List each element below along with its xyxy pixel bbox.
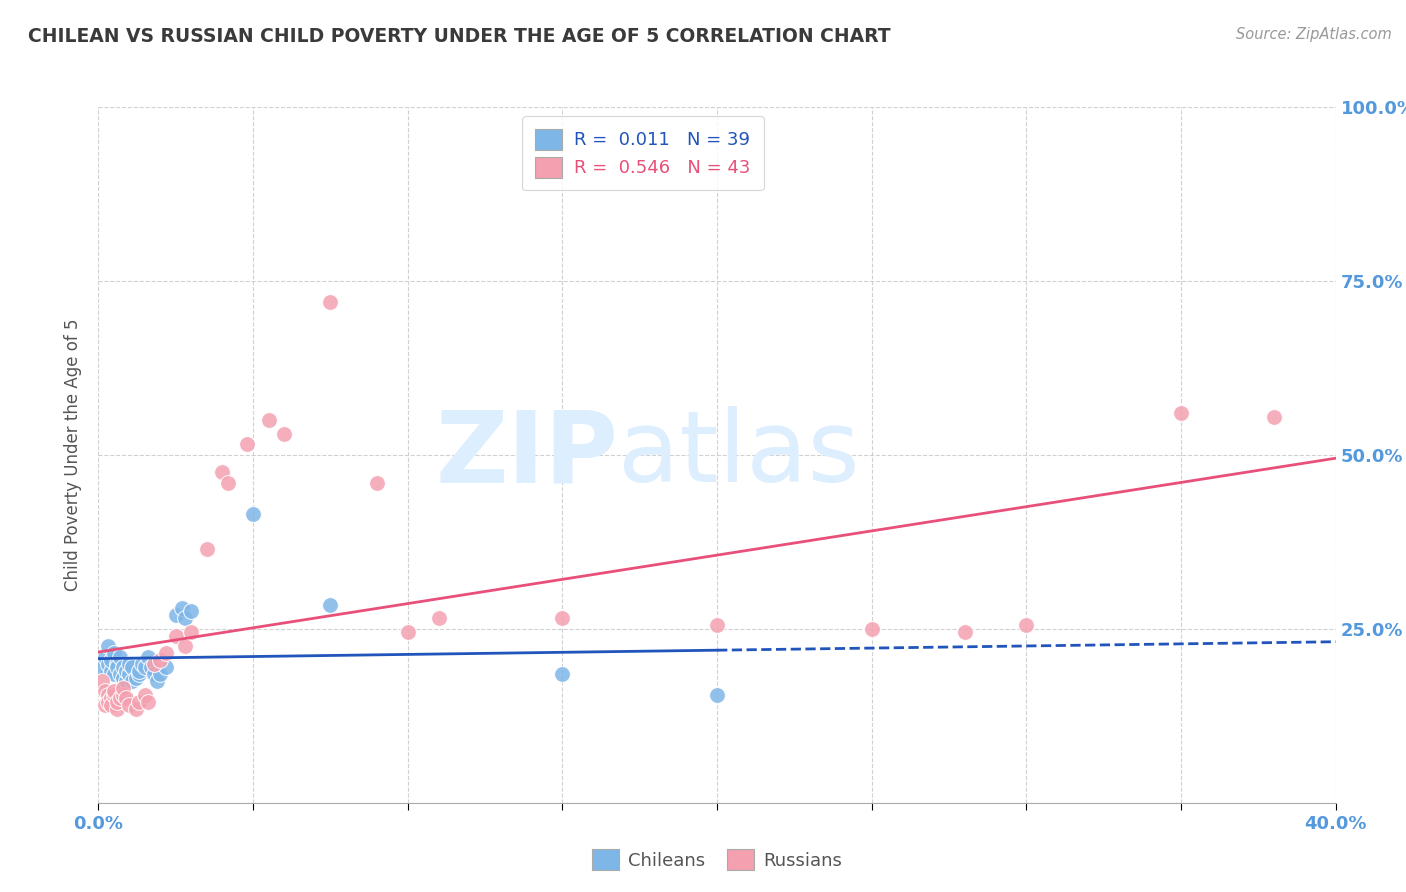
Point bbox=[134, 688, 156, 702]
Point bbox=[149, 653, 172, 667]
Point bbox=[366, 475, 388, 490]
Point bbox=[97, 657, 120, 671]
Point bbox=[242, 507, 264, 521]
Point bbox=[128, 664, 150, 678]
Point bbox=[174, 639, 197, 653]
Point bbox=[121, 674, 143, 689]
Point bbox=[108, 667, 131, 681]
Point bbox=[105, 660, 128, 674]
Point bbox=[180, 605, 202, 619]
Point bbox=[100, 698, 122, 713]
Point bbox=[115, 691, 138, 706]
Point bbox=[155, 646, 177, 660]
Point bbox=[551, 667, 574, 681]
Point bbox=[124, 702, 146, 716]
Point bbox=[112, 688, 135, 702]
Text: CHILEAN VS RUSSIAN CHILD POVERTY UNDER THE AGE OF 5 CORRELATION CHART: CHILEAN VS RUSSIAN CHILD POVERTY UNDER T… bbox=[28, 27, 891, 45]
Point bbox=[112, 660, 135, 674]
Point bbox=[211, 466, 233, 480]
Point bbox=[1170, 406, 1192, 420]
Point bbox=[128, 667, 150, 681]
Point bbox=[97, 695, 120, 709]
Point bbox=[105, 695, 128, 709]
Point bbox=[121, 660, 143, 674]
Point bbox=[319, 598, 342, 612]
Point bbox=[112, 671, 135, 685]
Point bbox=[143, 667, 166, 681]
Point bbox=[319, 294, 342, 309]
Legend: Chileans, Russians: Chileans, Russians bbox=[585, 842, 849, 877]
Point bbox=[139, 660, 162, 674]
Point bbox=[100, 691, 122, 706]
Point bbox=[165, 607, 187, 622]
Text: atlas: atlas bbox=[619, 407, 859, 503]
Point bbox=[128, 695, 150, 709]
Point bbox=[136, 695, 159, 709]
Point bbox=[165, 629, 187, 643]
Point bbox=[396, 625, 419, 640]
Point bbox=[93, 684, 115, 698]
Text: Source: ZipAtlas.com: Source: ZipAtlas.com bbox=[1236, 27, 1392, 42]
Point bbox=[427, 611, 450, 625]
Point bbox=[105, 702, 128, 716]
Point bbox=[273, 427, 295, 442]
Point bbox=[180, 625, 202, 640]
Point bbox=[131, 657, 153, 671]
Point bbox=[112, 681, 135, 695]
Point bbox=[1263, 409, 1285, 424]
Point bbox=[953, 625, 976, 640]
Point bbox=[108, 691, 131, 706]
Point bbox=[100, 653, 122, 667]
Point bbox=[143, 657, 166, 671]
Point bbox=[236, 437, 259, 451]
Point bbox=[149, 667, 172, 681]
Point bbox=[195, 541, 218, 556]
Point bbox=[93, 649, 115, 664]
Point bbox=[155, 660, 177, 674]
Point bbox=[174, 611, 197, 625]
Point bbox=[706, 618, 728, 632]
Point bbox=[103, 688, 125, 702]
Point bbox=[90, 674, 112, 689]
Point bbox=[105, 657, 128, 671]
Text: ZIP: ZIP bbox=[436, 407, 619, 503]
Point bbox=[118, 657, 141, 671]
Point bbox=[136, 649, 159, 664]
Point bbox=[100, 664, 122, 678]
Point bbox=[93, 698, 115, 713]
Point bbox=[860, 622, 883, 636]
Point bbox=[170, 601, 193, 615]
Point bbox=[103, 646, 125, 660]
Point bbox=[118, 698, 141, 713]
Point bbox=[108, 649, 131, 664]
Point bbox=[706, 688, 728, 702]
Point bbox=[118, 667, 141, 681]
Point bbox=[115, 664, 138, 678]
Point bbox=[257, 413, 280, 427]
Point bbox=[103, 684, 125, 698]
Point bbox=[551, 611, 574, 625]
Point bbox=[217, 475, 239, 490]
Point bbox=[146, 674, 169, 689]
Point bbox=[134, 660, 156, 674]
Point bbox=[90, 660, 112, 674]
Point bbox=[103, 667, 125, 681]
Point bbox=[124, 671, 146, 685]
Point bbox=[115, 674, 138, 689]
Point bbox=[97, 639, 120, 653]
Point bbox=[1015, 618, 1038, 632]
Y-axis label: Child Poverty Under the Age of 5: Child Poverty Under the Age of 5 bbox=[65, 318, 83, 591]
Point bbox=[97, 688, 120, 702]
